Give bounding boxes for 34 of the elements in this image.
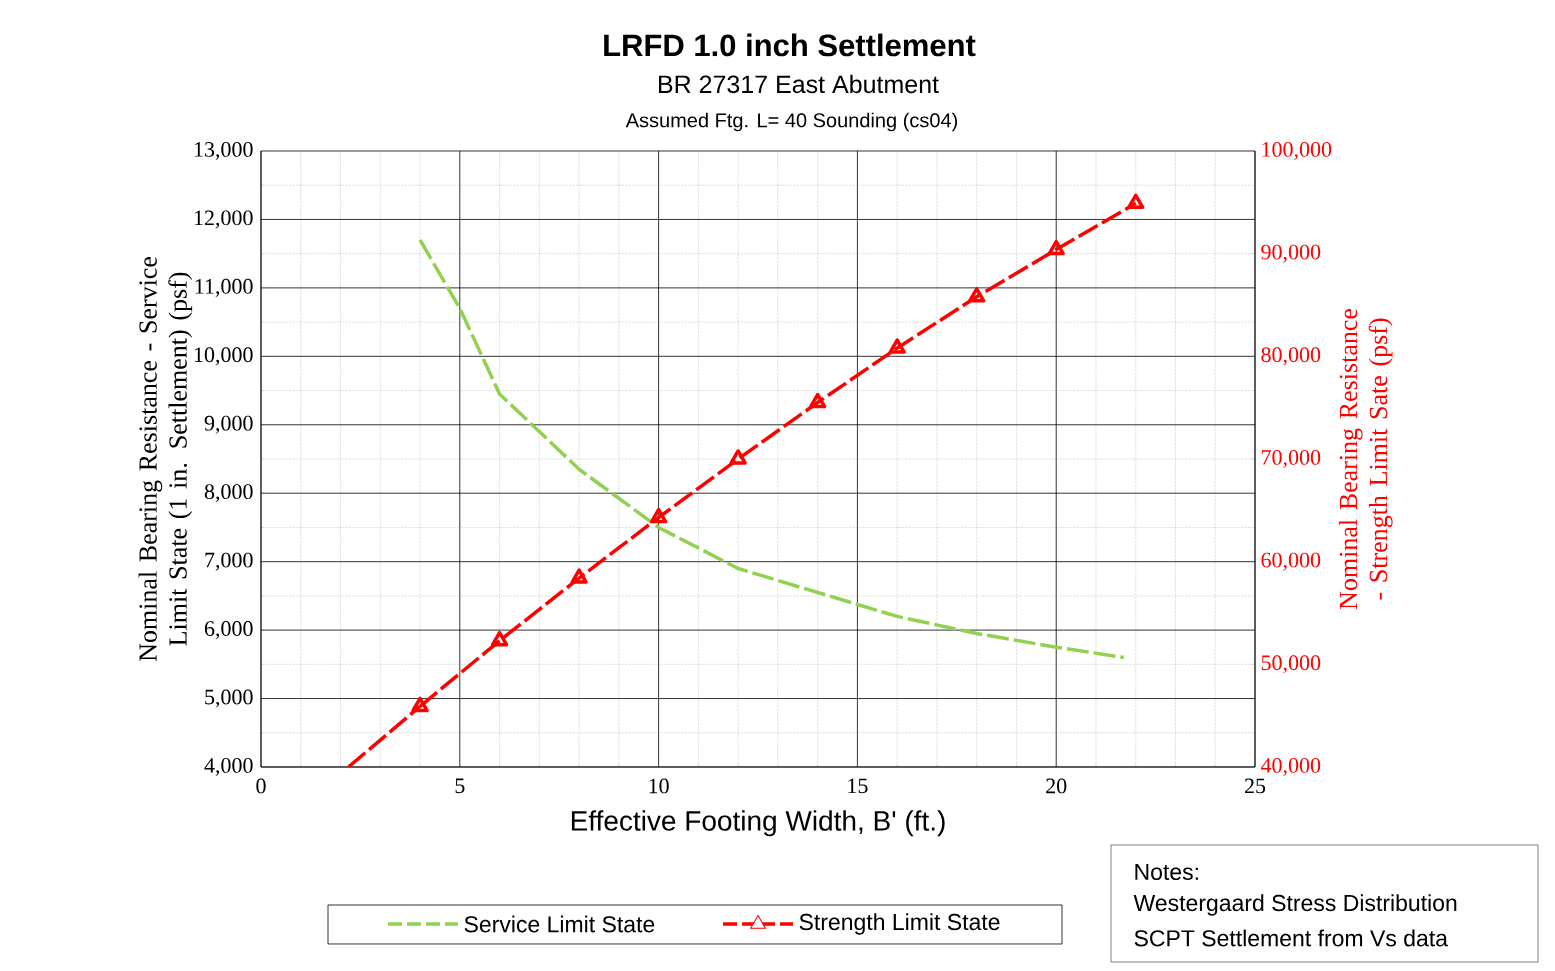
x-tick-label: 15	[848, 778, 868, 794]
y2-axis-title: Nominal Bearing Resistance - Strength Limit Sate (psf)	[1338, 308, 1393, 610]
x-tick-label: 0	[256, 778, 266, 794]
y-tick-label: 8,000	[204, 484, 253, 503]
text: Notes:	[1135, 863, 1198, 880]
x-axis-title: Effective Footing Width, B' (ft.)	[571, 810, 945, 837]
y2-tick-label: 100,000	[1262, 141, 1332, 160]
text: Assumed Ftg. L= 40 Sounding (cs04)	[625, 112, 958, 132]
y-tick-label: 12,000	[194, 210, 253, 229]
text: SCPT Settlement from Vs data	[1134, 929, 1448, 947]
x-tick-label: 25	[1244, 778, 1266, 794]
legend-label: Service Limit State	[464, 915, 655, 933]
y-tick-label: 5,000	[205, 689, 253, 708]
y2-tick-label: 80,000	[1261, 347, 1321, 366]
y2-tick-label: 90,000	[1261, 244, 1321, 263]
chart-title: LRFD 1.0 inch Settlement	[604, 33, 976, 57]
y2-tick-label: 40,000	[1260, 757, 1321, 776]
x-tick-label: 20	[1046, 778, 1067, 794]
legend-label: Strength Limit State	[799, 913, 1000, 935]
y-axis-title: Nominal Bearing Resistance - Service Limit State (1 in. Settlement) (psf)	[138, 256, 193, 662]
x-tick-label: 5	[455, 778, 465, 794]
y2-tick-label: 60,000	[1261, 552, 1321, 571]
y-tick-label: 13,000	[194, 141, 253, 161]
y-tick-label: 10,000	[194, 347, 253, 366]
y2-tick-label: 70,000	[1261, 449, 1321, 468]
text: Westergaard Stress Distribution	[1133, 894, 1457, 916]
x-tick-label: 10	[649, 778, 669, 794]
y-tick-label: 11,000	[195, 278, 253, 297]
y-tick-label: 9,000	[204, 415, 253, 434]
chart-subtitle: BR 27317 East Abutment	[659, 74, 939, 94]
y-tick-label: 4,000	[204, 757, 253, 776]
y2-tick-label: 50,000	[1261, 655, 1321, 674]
y-tick-label: 7,000	[205, 552, 253, 571]
y-tick-label: 6,000	[204, 621, 253, 640]
